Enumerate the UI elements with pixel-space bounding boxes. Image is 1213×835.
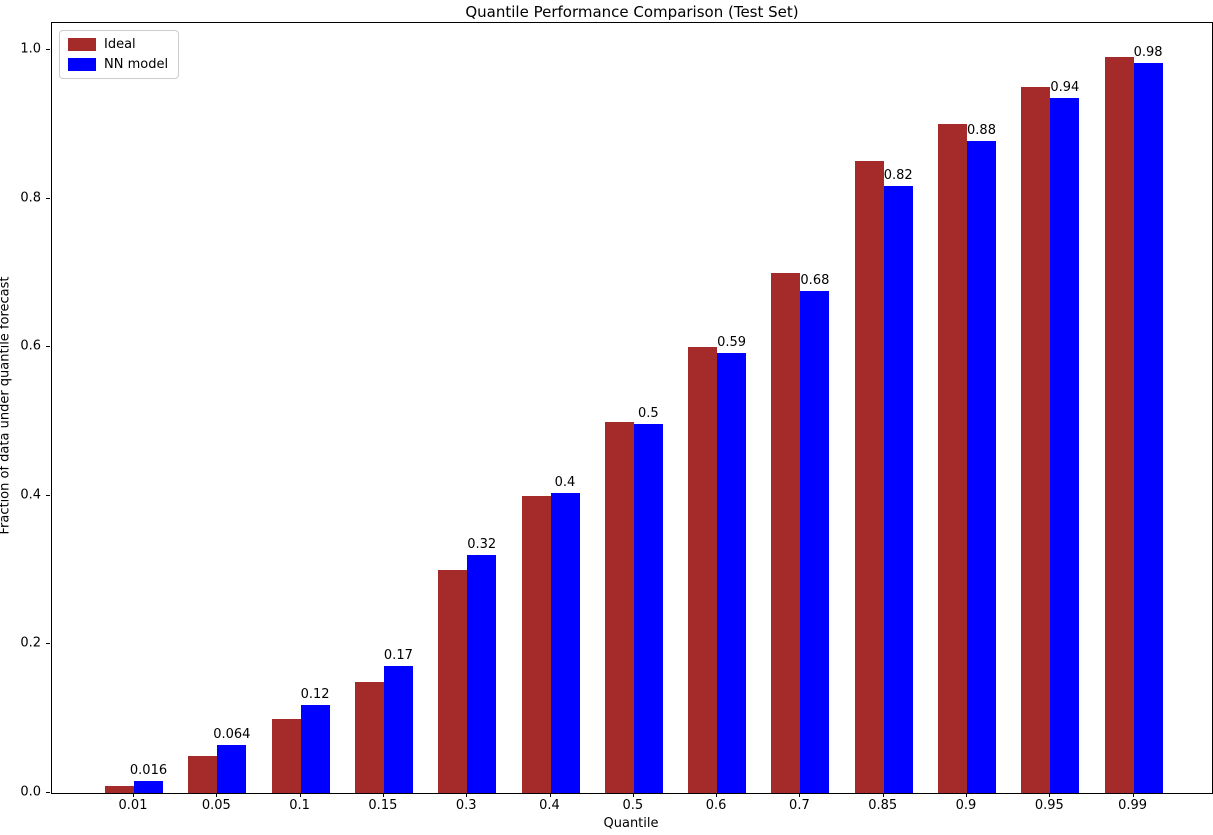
x-tick-mark [466,793,468,797]
y-tick-label: 0.0 [20,784,41,800]
x-tick-label: 0.7 [789,798,810,813]
legend-label-ideal: Ideal [104,37,136,52]
x-tick-mark [1049,793,1051,797]
x-tick-mark [882,793,884,797]
y-axis-label: Fraction of data under quantile forecast [0,276,13,535]
bar-ideal-0.5 [604,421,634,793]
bar-nn-model-0.15 [383,665,413,793]
bar-nn-model-0.9 [967,140,996,793]
x-tick-mark [966,793,967,797]
legend-item-ideal: Ideal [68,37,168,52]
bar-ideal-0.85 [854,161,884,793]
bar-nn-model-0.1 [300,705,330,793]
bar-value-label: 0.5 [637,405,659,421]
bar-ideal-0.9 [938,124,967,793]
x-tick-label: 0.95 [1034,798,1064,813]
bar-value-label: 0.68 [800,272,830,288]
bar-ideal-0.4 [521,495,551,793]
bar-nn-model-0.99 [1133,62,1163,793]
y-tick-label: 0.2 [20,635,41,651]
y-tick-mark [46,792,50,793]
bar-ideal-0.15 [354,681,384,793]
bar-nn-model-0.4 [550,492,580,793]
y-tick-mark [46,643,50,645]
x-tick-label: 0.05 [201,798,231,813]
bar-nn-model-0.7 [800,290,830,793]
plot-area: Ideal NN model 0.016 0.064 0.12 0.17 0.32 0.4… [51,22,1213,794]
bar-value-label: 0.17 [383,647,413,663]
x-tick-mark [1132,793,1134,797]
bar-nn-model-0.6 [717,353,747,793]
x-tick-label: 0.1 [289,798,310,813]
x-tick-mark [799,793,801,797]
legend-swatch-nn-model [68,58,96,71]
bar-nn-model-0.3 [467,555,497,793]
y-tick-mark [46,197,50,199]
x-tick-mark [216,793,218,797]
x-tick-mark [549,793,551,797]
y-tick-mark [46,346,50,348]
bar-nn-model-0.95 [1050,97,1080,793]
x-tick-label: 0.99 [1118,798,1148,813]
bar-value-label: 0.82 [883,167,913,183]
bar-nn-model-0.85 [883,185,913,793]
bar-value-label: 0.59 [717,335,747,351]
x-tick-mark [716,793,718,797]
x-tick-mark [299,793,301,797]
x-tick-mark [382,793,384,797]
y-tick-label: 1.0 [20,41,41,57]
legend-label-nn-model: NN model [104,57,169,72]
x-tick-mark [632,793,634,797]
bar-ideal-0.1 [271,718,301,793]
x-tick-mark [133,793,134,797]
chart-title: Quantile Performance Comparison (Test Se… [465,3,799,21]
bar-ideal-0.7 [771,272,801,793]
x-tick-label: 0.6 [705,798,727,813]
bar-ideal-0.01 [105,785,134,793]
legend-item-nn-model: NN model [68,57,168,72]
x-tick-label: 0.4 [539,798,560,813]
bar-value-label: 0.88 [967,122,996,138]
x-tick-label: 0.9 [955,798,977,813]
bar-value-label: 0.4 [554,474,576,490]
bar-nn-model-0.01 [134,781,163,793]
y-tick-label: 0.8 [20,190,41,206]
x-tick-label: 0.01 [118,798,148,813]
x-axis-label: Quantile [603,816,659,831]
bar-nn-model-0.05 [217,745,247,793]
x-tick-label: 0.15 [368,798,398,813]
legend-swatch-ideal [68,38,96,51]
bar-value-label: 0.32 [467,537,497,553]
bar-value-label: 0.12 [300,687,330,703]
bar-value-label: 0.94 [1050,79,1080,95]
bar-value-label: 0.016 [129,763,168,779]
x-tick-label: 0.3 [455,798,477,813]
x-tick-label: 0.85 [868,798,898,813]
x-tick-label: 0.5 [622,798,644,813]
bar-value-label: 0.98 [1133,44,1163,60]
y-tick-mark [46,48,50,50]
bar-ideal-0.3 [438,570,468,793]
y-tick-label: 0.4 [20,487,41,503]
bar-ideal-0.99 [1104,57,1134,793]
y-tick-label: 0.6 [20,338,41,354]
bar-ideal-0.6 [688,347,718,793]
y-tick-mark [46,494,50,496]
bar-ideal-0.05 [188,755,218,793]
bar-nn-model-0.5 [633,423,663,793]
bar-value-label: 0.064 [213,727,251,743]
bar-ideal-0.95 [1021,87,1051,793]
legend: Ideal NN model [59,30,180,79]
